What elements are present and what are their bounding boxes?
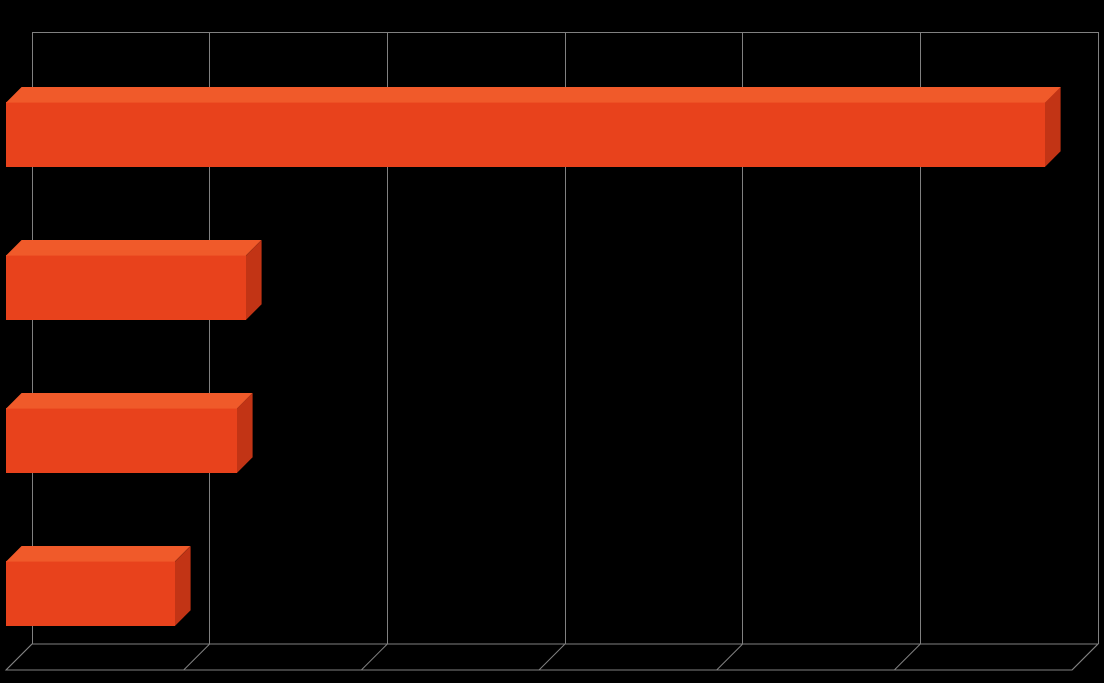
- bar: [6, 102, 1061, 166]
- bar: [6, 408, 253, 472]
- gridline: [1098, 32, 1099, 644]
- chart-plot-area: [6, 32, 1098, 670]
- bar: [6, 561, 190, 625]
- bar: [6, 255, 261, 319]
